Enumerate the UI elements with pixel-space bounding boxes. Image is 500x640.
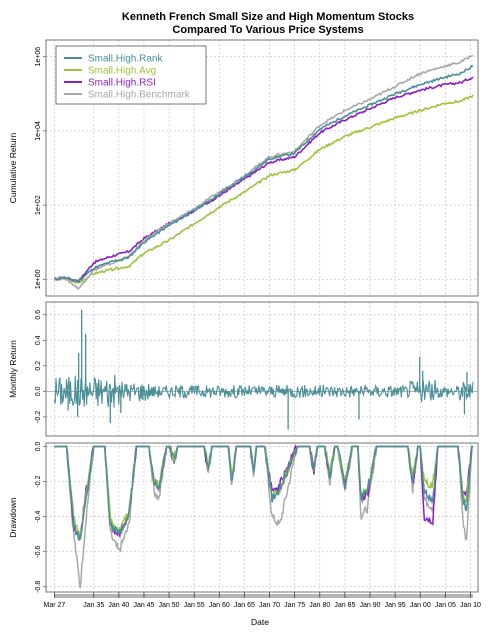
- x-tick-label: Jan 55: [184, 602, 205, 609]
- x-tick-label: Jan 90: [359, 602, 380, 609]
- y-tick-label: 1e+06: [35, 47, 42, 67]
- panel-frame: [45, 442, 479, 593]
- chart-title-line-1: Kenneth French Small Size and High Momen…: [122, 11, 414, 23]
- y-tick-label: 0.0: [35, 442, 42, 452]
- series-line-rank: [53, 64, 474, 284]
- x-tick-label: Jan 95: [385, 602, 406, 609]
- x-tick-label: Jan 65: [234, 602, 255, 609]
- y-tick-label: 0.0: [35, 386, 42, 396]
- y-axis-label: Drawdown: [8, 497, 18, 537]
- legend: Small.High.RankSmall.High.AvgSmall.High.…: [55, 45, 207, 105]
- x-tick-label: Jan 35: [83, 602, 104, 609]
- legend-label-benchmark: Small.High.Benchmark: [88, 90, 191, 101]
- x-tick-label: Jan 85: [334, 602, 355, 609]
- x-tick-label: Jan 80: [309, 602, 330, 609]
- y-tick-label: -0.8: [35, 581, 42, 593]
- series-line-rsi: [54, 76, 474, 283]
- date-axis: Mar 27 Jan 35 Jan 40 Jan 45 Jan 50 Jan 55 Jan …: [43, 592, 481, 609]
- drawdown-panel: -0.8 -0.6 -0.4 -0.2 0.0 Drawdown: [8, 442, 479, 593]
- x-tick-label: Jan 05: [435, 602, 456, 609]
- legend-label-rank: Small.High.Rank: [88, 54, 163, 65]
- monthly-return-panel: -0.2 0.0 0.2 0.4 0.6 Monthly Return: [8, 301, 479, 437]
- drawdown-line-avg: [54, 445, 473, 536]
- cumulative-return-panel: 1e+00 1e+02 1e+04 1e+06 Cumulative Return: [8, 39, 479, 297]
- x-tick-label: Jan 60: [209, 602, 230, 609]
- chart-title-line-2: Compared To Various Price Systems: [172, 24, 363, 36]
- y-tick-label: 1e+02: [35, 195, 42, 215]
- y-axis-label: Monthly Return: [8, 340, 18, 398]
- y-tick-label: -0.4: [35, 510, 42, 522]
- monthly-return-line: [53, 374, 474, 408]
- y-axis-label: Cumulative Return: [8, 133, 18, 204]
- y-tick-label: -0.6: [35, 546, 42, 558]
- x-tick-label: Jan 40: [108, 602, 129, 609]
- legend-label-avg: Small.High.Avg: [88, 66, 156, 77]
- series-line-avg: [53, 94, 474, 284]
- y-tick-label: 0.6: [35, 310, 42, 320]
- x-tick-label: Jan 45: [133, 602, 154, 609]
- panel-frame: [45, 301, 479, 437]
- date-axis-minor-ticks: [54, 594, 473, 598]
- x-tick-label: Mar 27: [43, 602, 65, 609]
- x-tick-label: Jan 50: [159, 602, 180, 609]
- y-tick-label: -0.2: [35, 411, 42, 423]
- x-tick-label: Jan 10: [460, 602, 481, 609]
- legend-label-rsi: Small.High.RSI: [88, 78, 156, 89]
- x-tick-label: Jan 75: [284, 602, 305, 609]
- x-axis-label: Date: [251, 617, 269, 627]
- x-tick-label: Jan 70: [259, 602, 280, 609]
- y-tick-label: 0.2: [35, 361, 42, 371]
- y-tick-label: -0.2: [35, 475, 42, 487]
- y-tick-label: 0.4: [35, 335, 42, 345]
- panel-frame: [45, 39, 479, 297]
- drawdown-line-rank: [54, 445, 473, 541]
- y-tick-label: 1e+00: [35, 269, 42, 289]
- x-tick-label: Jan 00: [410, 602, 431, 609]
- y-tick-label: 1e+04: [35, 121, 42, 141]
